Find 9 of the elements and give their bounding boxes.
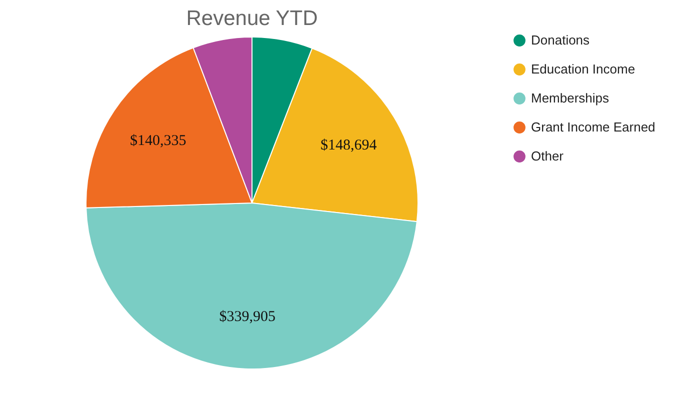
legend-label: Other [531, 148, 564, 164]
data-label: $148,694 [320, 138, 378, 154]
data-label: $339,905 [219, 308, 276, 325]
legend-label: Education Income [531, 62, 636, 76]
legend-label: Donations [531, 32, 590, 48]
legend-label: Grant Income Earned [531, 120, 656, 134]
chart-title: Revenue YTD [186, 7, 318, 30]
legend-label: Memberships [531, 90, 610, 106]
data-label: $140,335 [130, 133, 186, 150]
